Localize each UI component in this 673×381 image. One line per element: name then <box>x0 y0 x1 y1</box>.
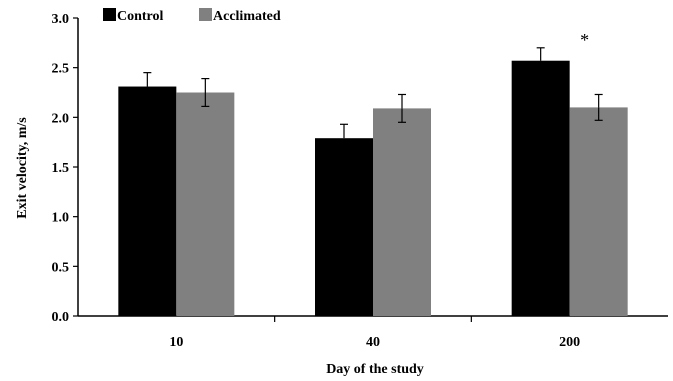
legend-label-acclimated: Acclimated <box>213 9 281 24</box>
y-tick-label: 1.0 <box>52 211 70 226</box>
y-tick-label: 0.0 <box>52 310 70 325</box>
bar-acclimated-40 <box>373 108 431 316</box>
y-tick-label: 1.5 <box>52 161 70 176</box>
legend: Control Acclimated <box>103 8 281 24</box>
y-tick-label: 2.0 <box>52 111 70 126</box>
y-tick-label: 3.0 <box>52 12 70 27</box>
legend-swatch-control <box>103 8 116 21</box>
bar-acclimated-10 <box>176 92 235 316</box>
x-tick-label: 40 <box>366 335 380 350</box>
bar-acclimated-200 <box>569 107 628 317</box>
plot-area: 0.0 0.5 1.0 1.5 2.0 2.5 3.0 10 40 200 * <box>52 12 668 350</box>
y-tick-label: 0.5 <box>52 260 70 275</box>
x-axis-title: Day of the study <box>326 362 424 377</box>
legend-label-control: Control <box>117 9 164 24</box>
y-axis-title: Exit velocity, m/s <box>15 117 30 219</box>
bar-control-200 <box>511 60 570 316</box>
bar-control-40 <box>315 138 373 316</box>
significance-marker: * <box>580 30 589 50</box>
legend-swatch-acclimated <box>199 8 212 21</box>
x-tick-label: 10 <box>169 335 183 350</box>
bar-control-10 <box>118 86 177 316</box>
x-tick-label: 200 <box>559 335 580 350</box>
y-tick-label: 2.5 <box>52 62 70 77</box>
